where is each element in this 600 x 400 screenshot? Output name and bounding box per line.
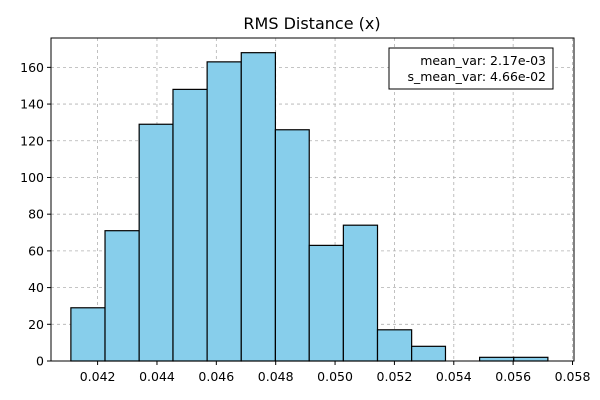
histogram-bar [308,244,344,362]
chart-title: RMS Distance (x) [243,14,380,33]
x-tick-label: 0.048 [258,369,294,384]
x-tick-label: 0.044 [139,369,175,384]
stats-s-mean-var: s_mean_var: 4.66e-02 [407,69,546,84]
x-tick-label: 0.052 [377,369,413,384]
histogram-bar [479,356,515,362]
bars-layer [70,52,549,362]
y-tick-label: 160 [20,60,44,75]
stats-annotation: mean_var: 2.17e-03 s_mean_var: 4.66e-02 [388,47,554,90]
y-tick-label: 20 [28,317,44,332]
x-tick-label: 0.056 [495,369,531,384]
y-tick-label: 80 [28,207,44,222]
y-tick-label: 140 [20,97,44,112]
histogram-bar [104,230,140,362]
histogram-bar [240,52,276,362]
histogram-bar [70,307,106,362]
y-tick-label: 0 [36,354,44,369]
x-tick-label: 0.050 [317,369,353,384]
histogram-bar [342,224,379,362]
y-tick-label: 100 [20,170,44,185]
histogram-bar [138,123,174,362]
x-tick-label: 0.058 [555,369,591,384]
x-tick-label: 0.054 [436,369,472,384]
y-tick-label: 120 [20,133,44,148]
histogram-bar [513,356,549,362]
histogram-bar [376,329,413,362]
stats-annotation-box [388,47,554,90]
histogram-bar [172,88,208,362]
histogram-bar [206,61,242,362]
y-tick-label: 60 [28,243,44,258]
x-tick-label: 0.046 [198,369,234,384]
x-tick-label: 0.042 [80,369,116,384]
axes-layer: 0.042 0.044 0.046 0.048 0.050 0.052 0.054 0.056… [20,37,591,384]
histogram-bar [274,129,310,362]
plot-frame [50,37,575,362]
stats-mean-var: mean_var: 2.17e-03 [420,53,546,68]
histogram-bar [411,345,447,362]
y-tick-label: 40 [28,280,44,295]
